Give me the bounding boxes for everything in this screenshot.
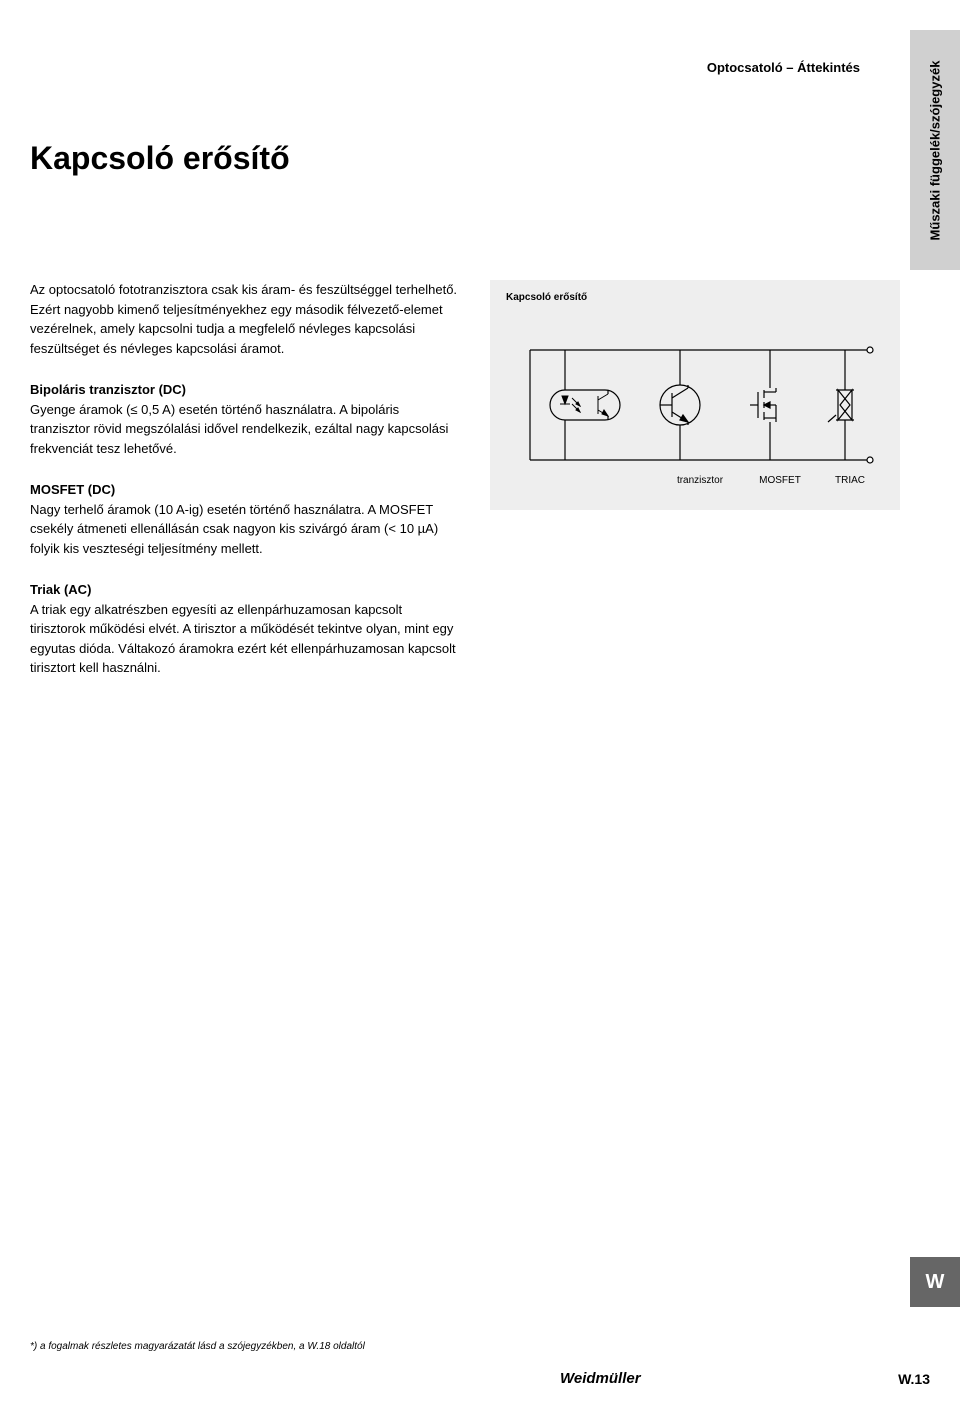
footer-page-number: W.13 bbox=[898, 1371, 930, 1387]
side-tab: Műszaki függelék/szójegyzék bbox=[910, 30, 960, 270]
section-body: Nagy terhelő áramok (10 A-ig) esetén tör… bbox=[30, 500, 460, 559]
intro-text: Az optocsatoló fototranzisztora csak kis… bbox=[30, 280, 460, 358]
label-transistor: tranzisztor bbox=[665, 475, 735, 486]
side-tab-label: Műszaki függelék/szójegyzék bbox=[928, 60, 943, 240]
circuit-diagram bbox=[510, 320, 880, 500]
intro-section: Az optocsatoló fototranzisztora csak kis… bbox=[30, 280, 460, 358]
section-body: A triak egy alkatrészben egyesíti az ell… bbox=[30, 600, 460, 678]
figure-title: Kapcsoló erősítő bbox=[506, 292, 587, 303]
section-triac: Triak (AC) A triak egy alkatrészben egye… bbox=[30, 580, 460, 678]
label-mosfet: MOSFET bbox=[750, 475, 810, 486]
footer-brand: Weidmüller bbox=[560, 1370, 641, 1387]
footnote: *) a fogalmak részletes magyarázatát lás… bbox=[30, 1341, 365, 1352]
section-title: MOSFET (DC) bbox=[30, 482, 115, 497]
section-body: Gyenge áramok (≤ 0,5 A) esetén történő h… bbox=[30, 400, 460, 459]
page-category: Optocsatoló – Áttekintés bbox=[707, 60, 860, 75]
section-mosfet: MOSFET (DC) Nagy terhelő áramok (10 A-ig… bbox=[30, 480, 460, 558]
section-title: Triak (AC) bbox=[30, 582, 91, 597]
section-marker: W bbox=[910, 1257, 960, 1307]
content-column: Az optocsatoló fototranzisztora csak kis… bbox=[30, 280, 460, 700]
page-title: Kapcsoló erősítő bbox=[30, 140, 290, 177]
section-bipolar: Bipoláris tranzisztor (DC) Gyenge áramok… bbox=[30, 380, 460, 458]
circuit-figure: Kapcsoló erősítő bbox=[490, 280, 900, 510]
section-title: Bipoláris tranzisztor (DC) bbox=[30, 382, 186, 397]
label-triac: TRIAC bbox=[825, 475, 875, 486]
